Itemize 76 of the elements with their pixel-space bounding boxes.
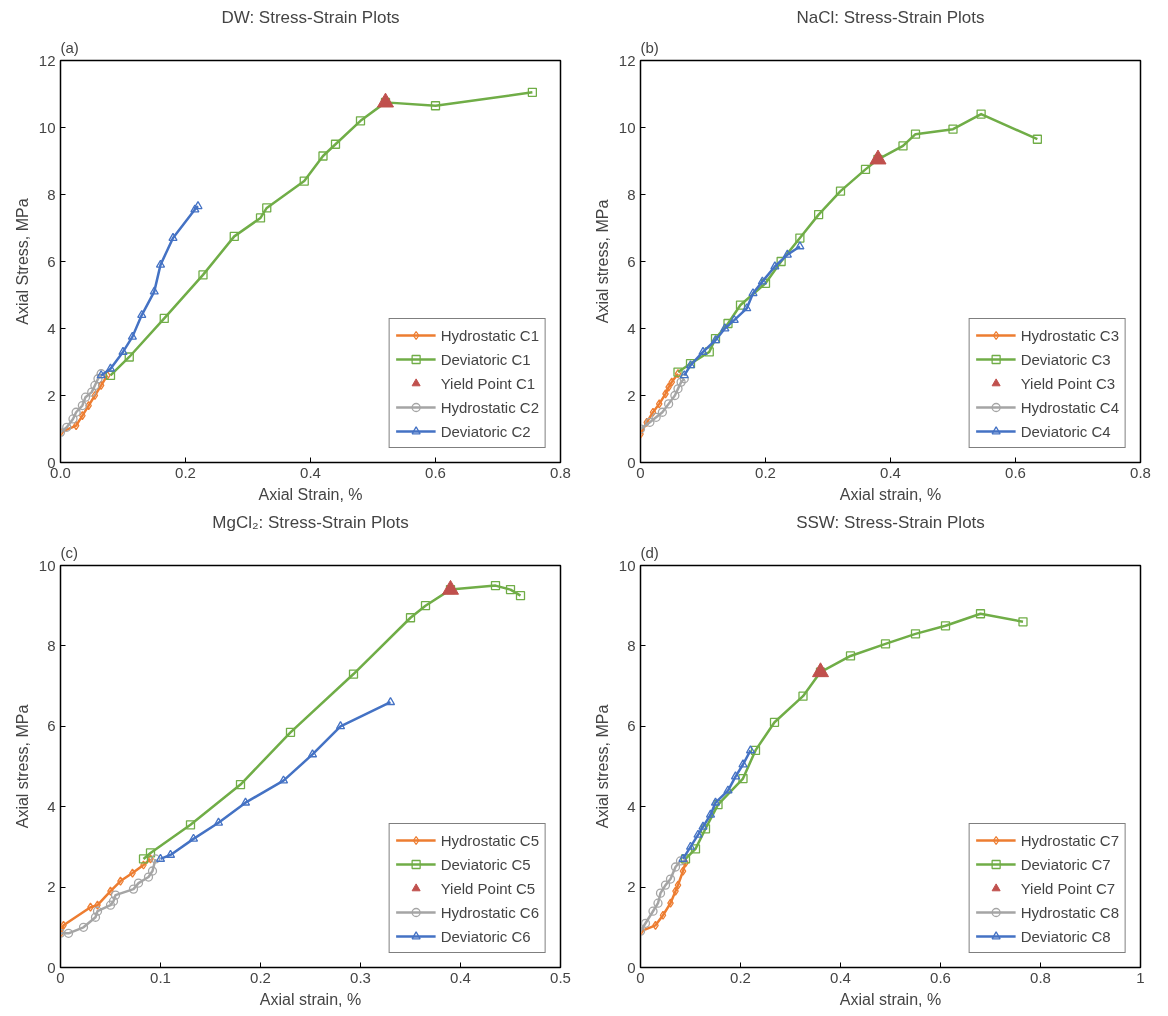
legend-label: Yield Point C3 [1020, 374, 1116, 392]
legend-label: Hydrostatic C3 [1020, 326, 1119, 344]
y-tick-label: 8 [627, 185, 636, 203]
x-tick-label: 0.5 [550, 968, 571, 986]
legend-label: Deviatoric C8 [1020, 927, 1111, 945]
legend-label: Deviatoric C4 [1020, 422, 1111, 440]
y-tick-label: 8 [47, 636, 56, 654]
legend-label: Hydrostatic C6 [440, 903, 539, 921]
x-axis-title: Axial strain, % [259, 990, 362, 1008]
y-tick-label: 6 [627, 252, 636, 270]
text: (d) [640, 543, 659, 561]
x-tick-label: 0.2 [755, 463, 776, 481]
x-axis-title: Axial Strain, % [258, 485, 363, 503]
legend-label: Yield Point C5 [440, 879, 536, 897]
legend-label: Deviatoric C1 [440, 350, 531, 368]
y-tick-label: 4 [47, 319, 56, 337]
y-tick-label: 2 [47, 386, 56, 404]
legend-label: Hydrostatic C8 [1020, 903, 1119, 921]
legend-label: Hydrostatic C7 [1020, 831, 1119, 849]
legend-label: Hydrostatic C2 [440, 398, 539, 416]
legend-label: Hydrostatic C1 [440, 326, 539, 344]
chart-title: NaCl: Stress-Strain Plots [796, 7, 985, 27]
y-tick-label: 10 [618, 118, 636, 136]
legend-label: Deviatoric C6 [440, 927, 531, 945]
y-tick-label: 2 [627, 386, 636, 404]
chart-title: SSW: Stress-Strain Plots [796, 512, 985, 532]
y-axis-title: Axial Stress, MPa [13, 198, 31, 325]
legend-label: Yield Point C1 [440, 374, 536, 392]
y-tick-label: 4 [47, 797, 56, 815]
x-tick-label: 0.4 [450, 968, 471, 986]
legend-label: Hydrostatic C4 [1020, 398, 1119, 416]
y-tick-label: 12 [38, 51, 56, 69]
y-tick-label: 6 [47, 252, 56, 270]
y-tick-label: 2 [47, 878, 56, 896]
text: (a) [60, 38, 79, 56]
y-tick-label: 12 [618, 51, 636, 69]
x-tick-label: 0.2 [250, 968, 271, 986]
legend-label: Deviatoric C5 [440, 855, 531, 873]
x-axis-title: Axial strain, % [839, 485, 942, 503]
x-tick-label: 0.6 [1005, 463, 1026, 481]
x-tick-label: 0.8 [550, 463, 571, 481]
y-tick-label: 4 [627, 797, 636, 815]
legend-label: Hydrostatic C5 [440, 831, 539, 849]
y-axis-title: Axial stress, MPa [593, 704, 611, 829]
x-tick-label: 0.4 [300, 463, 321, 481]
legend-label: Yield Point C7 [1020, 879, 1116, 897]
x-tick-label: 0.2 [175, 463, 196, 481]
y-tick-label: 8 [627, 636, 636, 654]
y-tick-label: 10 [618, 556, 636, 574]
chart-title: DW: Stress-Strain Plots [221, 7, 400, 27]
x-tick-label: 0.1 [150, 968, 171, 986]
y-tick-label: 10 [38, 556, 56, 574]
text: (b) [640, 38, 659, 56]
legend-label: Deviatoric C3 [1020, 350, 1111, 368]
y-tick-label: 6 [47, 717, 56, 735]
legend-label: Deviatoric C7 [1020, 855, 1111, 873]
y-tick-label: 10 [38, 118, 56, 136]
x-tick-label: 0.6 [930, 968, 951, 986]
y-tick-label: 8 [47, 185, 56, 203]
legend-label: Deviatoric C2 [440, 422, 531, 440]
y-axis-title: Axial stress, MPa [593, 199, 611, 324]
x-tick-label: 0.4 [830, 968, 851, 986]
text: (c) [60, 543, 78, 561]
y-tick-label: 6 [627, 717, 636, 735]
y-axis-title: Axial stress, MPa [13, 704, 31, 829]
x-tick-label: 0.4 [880, 463, 901, 481]
y-tick-label: 2 [627, 878, 636, 896]
x-tick-label: 0.2 [730, 968, 751, 986]
x-axis-title: Axial strain, % [839, 990, 942, 1008]
x-tick-label: 1 [1136, 968, 1145, 986]
x-tick-label: 0.8 [1130, 463, 1151, 481]
y-tick-label: 4 [627, 319, 636, 337]
x-tick-label: 0.3 [350, 968, 371, 986]
x-tick-label: 0.8 [1030, 968, 1051, 986]
x-tick-label: 0.6 [425, 463, 446, 481]
chart-title: MgCl₂: Stress-Strain Plots [212, 512, 409, 532]
